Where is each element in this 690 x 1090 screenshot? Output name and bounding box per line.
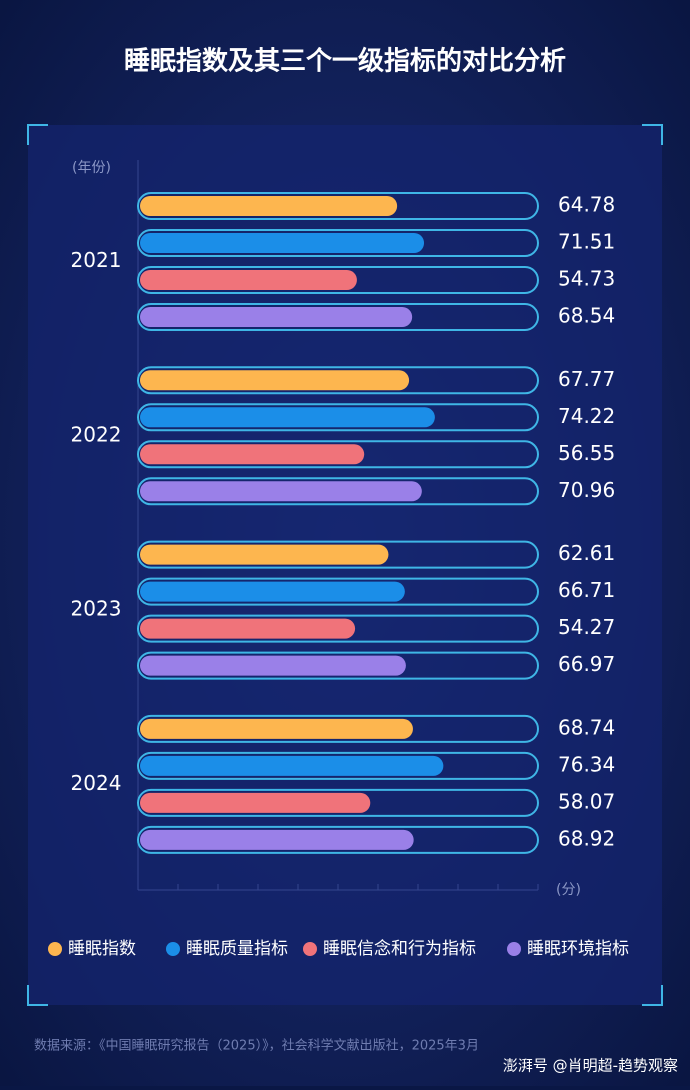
legend-swatch	[48, 942, 62, 956]
bar	[140, 544, 389, 565]
y-tick-label: 2022	[71, 422, 122, 446]
y-axis-label: (年份)	[72, 160, 111, 176]
y-tick-label: 2023	[71, 597, 122, 621]
value-label: 70.96	[558, 478, 615, 502]
bar	[140, 792, 371, 813]
bar	[140, 655, 406, 676]
bar-track	[137, 788, 539, 817]
bar-track	[137, 303, 539, 331]
value-label: 68.54	[558, 304, 615, 328]
source: 数据来源：《中国睡眠研究报告（2025）》，社会科学文献出版社，2025年3月	[34, 1038, 479, 1054]
bar-track	[137, 440, 539, 469]
bar-track	[137, 577, 539, 606]
bar-track	[137, 714, 539, 743]
value-label: 58.07	[558, 789, 615, 813]
bar-track	[137, 751, 539, 780]
value-label: 67.77	[558, 367, 615, 391]
bar-track	[137, 540, 539, 569]
value-label: 56.55	[558, 441, 615, 465]
value-label: 68.92	[558, 826, 615, 850]
legend-swatch	[303, 942, 317, 956]
legend-label: 睡眠质量指标	[186, 939, 288, 959]
bar-track	[137, 477, 539, 506]
legend-label: 睡眠环境指标	[527, 939, 629, 959]
bar	[140, 718, 413, 739]
bar	[140, 581, 405, 602]
value-label: 66.71	[558, 578, 615, 602]
bar-track	[137, 403, 539, 432]
bar-track	[137, 651, 539, 680]
legend-swatch	[507, 942, 521, 956]
x-axis-label: (分)	[556, 882, 581, 898]
y-tick-label: 2021	[71, 248, 122, 272]
bar	[140, 444, 365, 465]
legend-label: 睡眠信念和行为指标	[323, 938, 476, 959]
bar-track	[137, 229, 539, 257]
bar	[140, 307, 413, 327]
value-label: 76.34	[558, 752, 615, 776]
bar	[140, 370, 410, 391]
value-label: 64.78	[558, 193, 615, 217]
bar	[140, 755, 444, 776]
chart-title: 睡眠指数及其三个一级指标的对比分析	[124, 46, 566, 77]
value-label: 62.61	[558, 541, 615, 565]
bar	[140, 407, 435, 428]
bar-track	[137, 614, 539, 643]
bar-track	[137, 266, 539, 294]
bar	[140, 829, 414, 850]
bar-track	[137, 366, 539, 395]
bar	[140, 196, 398, 216]
value-label: 71.51	[558, 230, 615, 254]
value-label: 74.22	[558, 404, 615, 428]
corner-brackets	[27, 124, 663, 1006]
y-tick-label: 2024	[71, 771, 122, 795]
bar-track	[137, 192, 539, 220]
bar	[140, 233, 425, 253]
bar-track	[137, 825, 539, 854]
bar	[140, 618, 356, 639]
value-label: 68.74	[558, 715, 615, 739]
watermark: 澎湃号 @肖明超-趋势观察	[503, 1057, 678, 1075]
legend-swatch	[166, 942, 180, 956]
bar	[140, 270, 357, 290]
legend-label: 睡眠指数	[68, 939, 136, 959]
value-label: 54.27	[558, 615, 615, 639]
value-label: 66.97	[558, 652, 615, 676]
value-label: 54.73	[558, 267, 615, 291]
bar	[140, 481, 422, 502]
